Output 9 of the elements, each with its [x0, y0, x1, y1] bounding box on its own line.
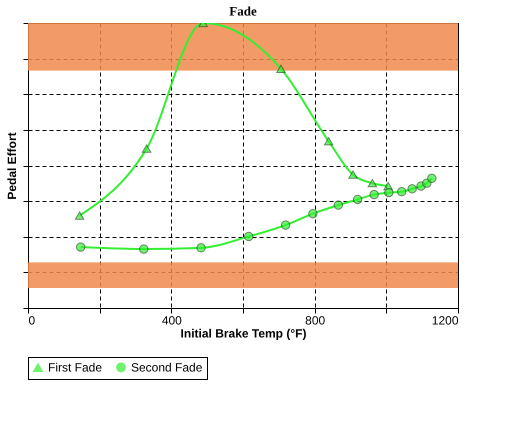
x-tick-label: 800 — [305, 314, 326, 328]
legend-label: Second Fade — [131, 360, 203, 374]
x-tick-label: 400 — [162, 314, 182, 328]
chart-title: Fade — [229, 4, 257, 18]
x-axis-title: Initial Brake Temp (°F) — [180, 326, 306, 340]
legend-label: First Fade — [48, 360, 102, 375]
x-tick-label: 1200 — [432, 314, 459, 328]
x-tick-label: 0 — [28, 314, 36, 328]
y-axis-title: Pedal Effort — [5, 132, 19, 200]
